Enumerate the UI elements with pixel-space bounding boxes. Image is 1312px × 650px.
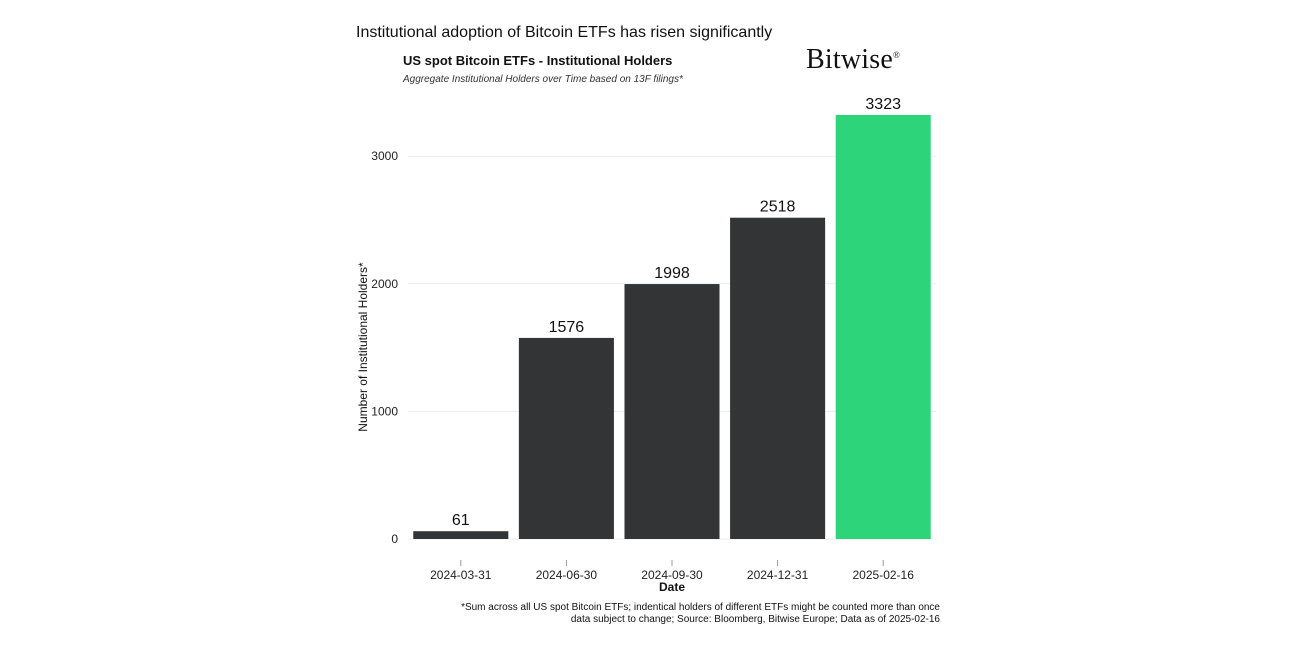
y-tick-label: 3000 [371,149,398,163]
y-axis-title: Number of Institutional Holders* [356,262,370,432]
data-label-2024-09-30: 1998 [654,265,690,282]
bar-2024-09-30 [624,284,720,539]
data-label-2024-12-31: 2518 [760,199,796,216]
bar-2024-06-30 [518,337,614,539]
x-tick-label-2025-02-16: 2025-02-16 [853,568,915,582]
x-tick-label-2024-06-30: 2024-06-30 [536,568,598,582]
footnote-line-2: data subject to change; Source: Bloomber… [570,614,940,625]
bitwise-logo: Bitwise® [806,44,901,75]
footnote: *Sum across all US spot Bitcoin ETFs; in… [461,602,940,626]
x-axis-ticks: 2024-03-31 2024-06-30 2024-09-30 2024-12-31… [430,560,914,582]
data-label-2024-03-31: 61 [452,512,470,529]
x-tick-label-2024-03-31: 2024-03-31 [430,568,492,582]
bars [413,115,931,539]
x-tick-label-2024-12-31: 2024-12-31 [747,568,809,582]
bar-2024-03-31 [413,531,509,539]
y-tick-label: 0 [391,532,398,546]
y-axis-ticks: 0 1000 2000 3000 [371,149,398,546]
data-labels: 61 1576 1998 2518 3323 [452,96,901,529]
data-label-2024-06-30: 1576 [549,319,585,336]
chart-subtitle: Aggregate Institutional Holders over Tim… [403,74,683,85]
y-tick-label: 1000 [371,404,398,418]
x-axis-title: Date [659,580,685,594]
headline: Institutional adoption of Bitcoin ETFs h… [356,24,773,41]
bar-2025-02-16 [835,115,931,539]
y-tick-label: 2000 [371,277,398,291]
data-label-2025-02-16: 3323 [865,96,901,113]
footnote-line-1: *Sum across all US spot Bitcoin ETFs; in… [461,602,940,613]
bar-2024-12-31 [730,217,826,539]
x-tick-label-2024-09-30: 2024-09-30 [641,568,703,582]
chart-title: US spot Bitcoin ETFs - Institutional Hol… [403,53,673,68]
